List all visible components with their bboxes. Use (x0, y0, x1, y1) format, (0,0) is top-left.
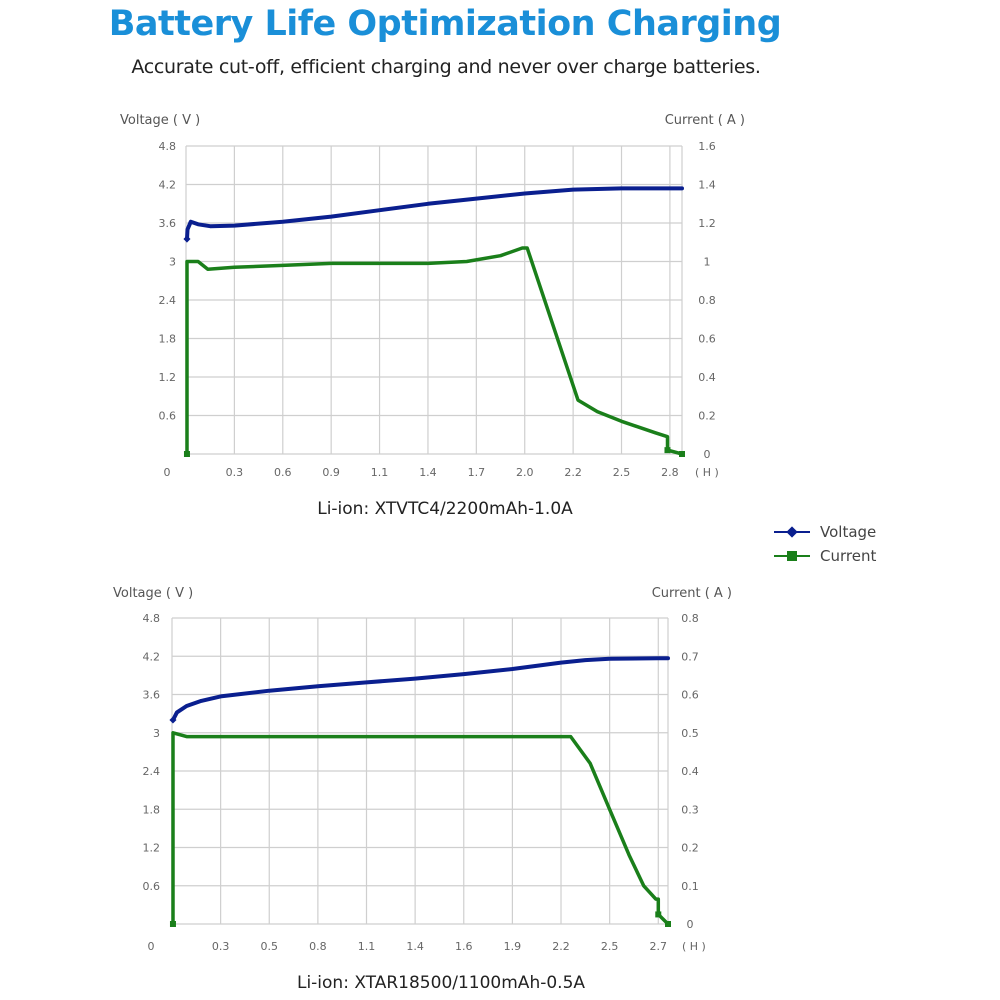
y-right-tick-label: 0.6 (698, 333, 716, 346)
y-right-tick-label: 0.4 (681, 765, 699, 778)
chart-caption: Li-ion: XTAR18500/1100mAh-0.5A (297, 973, 585, 993)
y-axis-right-title: Current ( A ) (665, 113, 745, 128)
x-tick-label: 0.6 (274, 466, 292, 479)
voltage-line (185, 186, 684, 241)
x-tick-label: 0.3 (226, 466, 244, 479)
page-subtitle: Accurate cut-off, efficient charging and… (131, 56, 761, 78)
y-left-tick-label: 1.2 (143, 842, 161, 855)
y-right-tick-label: 1.4 (698, 179, 716, 192)
chart-caption: Li-ion: XTVTC4/2200mAh-1.0A (317, 499, 573, 519)
x-tick-label: 0.3 (212, 940, 230, 953)
x-tick-label: 1.6 (455, 940, 473, 953)
x-tick-label: 1.9 (504, 940, 522, 953)
y-right-tick-label: 1 (704, 256, 711, 269)
y-left-tick-label: 4.8 (143, 612, 161, 625)
x-tick-label: 0.5 (261, 940, 279, 953)
x-tick-label: 2.5 (613, 466, 631, 479)
y-right-tick-label: 0.6 (681, 689, 699, 702)
x-axis-unit-label: ( H ) (695, 466, 719, 479)
legend-item-current: Current (772, 544, 922, 568)
x-tick-label: 2.2 (552, 940, 570, 953)
x-tick-label: 2.5 (601, 940, 619, 953)
voltage-point-marker (169, 716, 177, 724)
y-right-tick-label: 0 (704, 448, 711, 461)
y-right-tick-label: 1.6 (698, 140, 716, 153)
x-tick-label: 2.2 (564, 466, 582, 479)
y-left-tick-label: 1.2 (159, 371, 177, 384)
y-axis-right-title: Current ( A ) (652, 586, 732, 601)
y-right-tick-label: 1.2 (698, 217, 716, 230)
current-line (185, 246, 684, 456)
y-left-tick-label: 2.4 (159, 294, 177, 307)
current-point-marker (169, 921, 176, 927)
square-marker-icon (774, 551, 810, 561)
diamond-marker-icon (774, 526, 810, 538)
legend-label-current: Current (820, 547, 877, 565)
x-axis-unit-label: ( H ) (682, 940, 706, 953)
y-right-tick-label: 0.8 (681, 612, 699, 625)
y-left-tick-label: 4.2 (159, 179, 177, 192)
y-left-tick-label: 2.4 (143, 765, 161, 778)
x-tick-label: 1.1 (358, 940, 376, 953)
y-right-tick-label: 0.1 (681, 880, 699, 893)
x-tick-label: 2.0 (516, 466, 534, 479)
x-tick-label: 0.8 (309, 940, 327, 953)
y-right-tick-label: 0.7 (681, 650, 699, 663)
current-line (171, 731, 670, 926)
y-left-tick-label: 4.2 (143, 650, 161, 663)
y-left-tick-label: 3.6 (159, 217, 177, 230)
legend-label-voltage: Voltage (820, 523, 877, 541)
x-tick-label: 1.7 (468, 466, 486, 479)
y-right-tick-label: 0.8 (698, 294, 716, 307)
y-left-tick-label: 3 (169, 256, 176, 269)
y-left-tick-label: 1.8 (143, 803, 161, 816)
x-tick-label: 1.1 (371, 466, 389, 479)
y-left-tick-label: 1.8 (159, 333, 177, 346)
y-left-tick-label: 0.6 (159, 410, 177, 423)
y-left-tick-label: 3 (153, 727, 160, 740)
current-point-marker (679, 451, 685, 457)
x-tick-label: 2.7 (650, 940, 668, 953)
voltage-line (171, 656, 670, 722)
y-axis-left-title: Voltage ( V ) (113, 586, 193, 601)
legend: Voltage Current (772, 520, 922, 568)
y-right-tick-label: 0.4 (698, 371, 716, 384)
current-point-marker (664, 447, 671, 454)
y-left-tick-label: 0.6 (143, 880, 161, 893)
voltage-point-marker (183, 235, 191, 243)
y-right-tick-label: 0.5 (681, 727, 699, 740)
current-point-marker (665, 921, 671, 927)
page-title: Battery Life Optimization Charging (108, 4, 782, 44)
y-left-tick-label: 4.8 (159, 140, 177, 153)
y-right-tick-label: 0 (687, 918, 694, 931)
legend-item-voltage: Voltage (772, 520, 922, 544)
x-tick-label: 0.9 (322, 466, 340, 479)
x-tick-label: 1.4 (419, 466, 437, 479)
x-tick-label: 0 (164, 466, 171, 479)
chart-xtvtc4: Voltage ( V ) Current ( A ) 4.8 4.2 3.6 3 2.4 1… (120, 113, 745, 519)
current-point-marker (655, 911, 662, 918)
y-left-tick-label: 3.6 (143, 689, 161, 702)
y-axis-left-title: Voltage ( V ) (120, 113, 200, 128)
x-tick-label: 0 (148, 940, 155, 953)
y-right-tick-label: 0.3 (681, 803, 699, 816)
x-tick-label: 2.8 (661, 466, 679, 479)
x-tick-label: 1.4 (406, 940, 424, 953)
current-point-marker (183, 451, 190, 457)
y-right-tick-label: 0.2 (681, 842, 699, 855)
y-right-tick-label: 0.2 (698, 410, 716, 423)
